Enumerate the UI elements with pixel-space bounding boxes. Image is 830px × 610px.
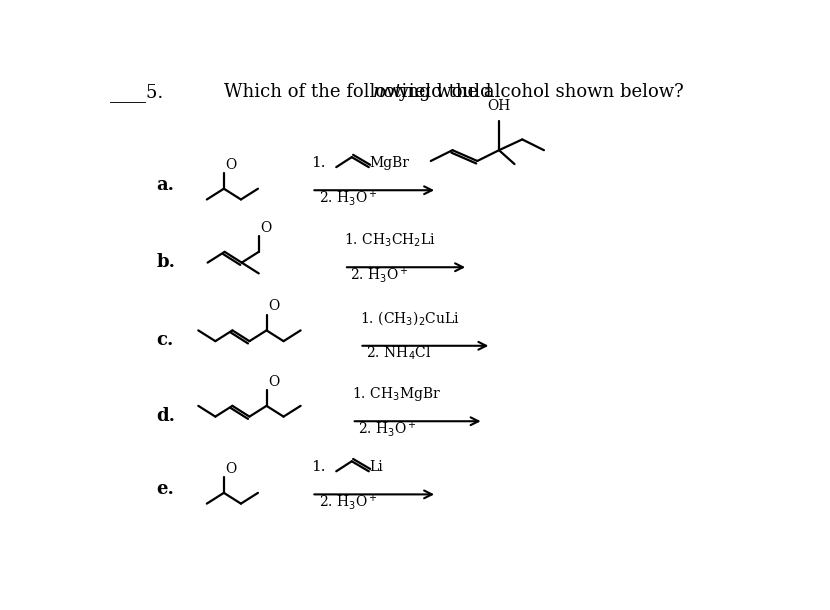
- Text: ____5.: ____5.: [110, 83, 164, 102]
- Text: O: O: [268, 375, 280, 389]
- Text: 1.: 1.: [311, 156, 326, 170]
- Text: 2. H$_3$O$^+$: 2. H$_3$O$^+$: [358, 419, 417, 439]
- Text: c.: c.: [156, 331, 173, 350]
- Text: MgBr: MgBr: [369, 156, 409, 170]
- Text: OH: OH: [487, 99, 510, 113]
- Text: a.: a.: [156, 176, 174, 194]
- Text: 1. CH$_3$MgBr: 1. CH$_3$MgBr: [352, 385, 441, 403]
- Text: Which of the following would: Which of the following would: [224, 83, 497, 101]
- Text: 1. (CH$_3$)$_2$CuLi: 1. (CH$_3$)$_2$CuLi: [359, 309, 459, 327]
- Text: O: O: [226, 158, 237, 172]
- Text: O: O: [268, 300, 280, 314]
- Text: yield the alcohol shown below?: yield the alcohol shown below?: [393, 83, 684, 101]
- Text: 2. NH$_4$Cl: 2. NH$_4$Cl: [366, 345, 431, 362]
- Text: 2. H$_3$O$^+$: 2. H$_3$O$^+$: [350, 265, 409, 285]
- Text: e.: e.: [156, 480, 174, 498]
- Text: O: O: [261, 221, 271, 235]
- Text: not: not: [373, 83, 403, 101]
- Text: Li: Li: [369, 461, 383, 475]
- Text: 2. H$_3$O$^+$: 2. H$_3$O$^+$: [320, 188, 378, 207]
- Text: 2. H$_3$O$^+$: 2. H$_3$O$^+$: [320, 492, 378, 512]
- Text: 1.: 1.: [311, 461, 326, 475]
- Text: b.: b.: [156, 253, 175, 271]
- Text: O: O: [226, 462, 237, 476]
- Text: 1. CH$_3$CH$_2$Li: 1. CH$_3$CH$_2$Li: [344, 231, 436, 248]
- Text: d.: d.: [156, 407, 175, 425]
